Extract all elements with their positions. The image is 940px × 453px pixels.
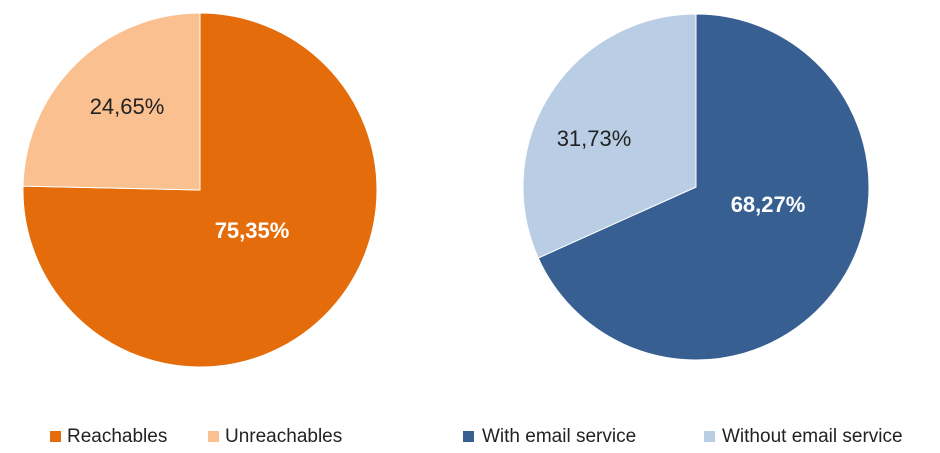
legend-label-reachables: Reachables: [67, 426, 167, 447]
legend-label-without-email-service: Without email service: [722, 426, 903, 447]
legend-swatch-with-email-service: [463, 431, 474, 442]
pie-chart-email-service: 68,27% 31,73% With email service Without…: [463, 13, 903, 447]
pie-slice-without-email-service: [522, 13, 697, 259]
legend-email-service: With email service Without email service: [463, 426, 903, 447]
pie-slice-with-email-service: [537, 13, 870, 361]
slice-label-unreachables: 24,65%: [90, 94, 165, 119]
slice-label-reachables: 75,35%: [215, 218, 290, 243]
legend-label-with-email-service: With email service: [482, 426, 636, 447]
pie-slice-unreachables: [22, 12, 201, 191]
legend-label-unreachables: Unreachables: [225, 426, 342, 447]
slice-label-without-email-service: 31,73%: [557, 126, 632, 151]
legend-swatch-without-email-service: [704, 431, 715, 442]
legend-swatch-unreachables: [208, 431, 219, 442]
pie-chart-reachability: 75,35% 24,65% Reachables Unreachables: [22, 12, 378, 447]
slice-label-with-email-service: 68,27%: [731, 192, 806, 217]
legend-reachability: Reachables Unreachables: [50, 426, 342, 447]
legend-swatch-reachables: [50, 431, 61, 442]
